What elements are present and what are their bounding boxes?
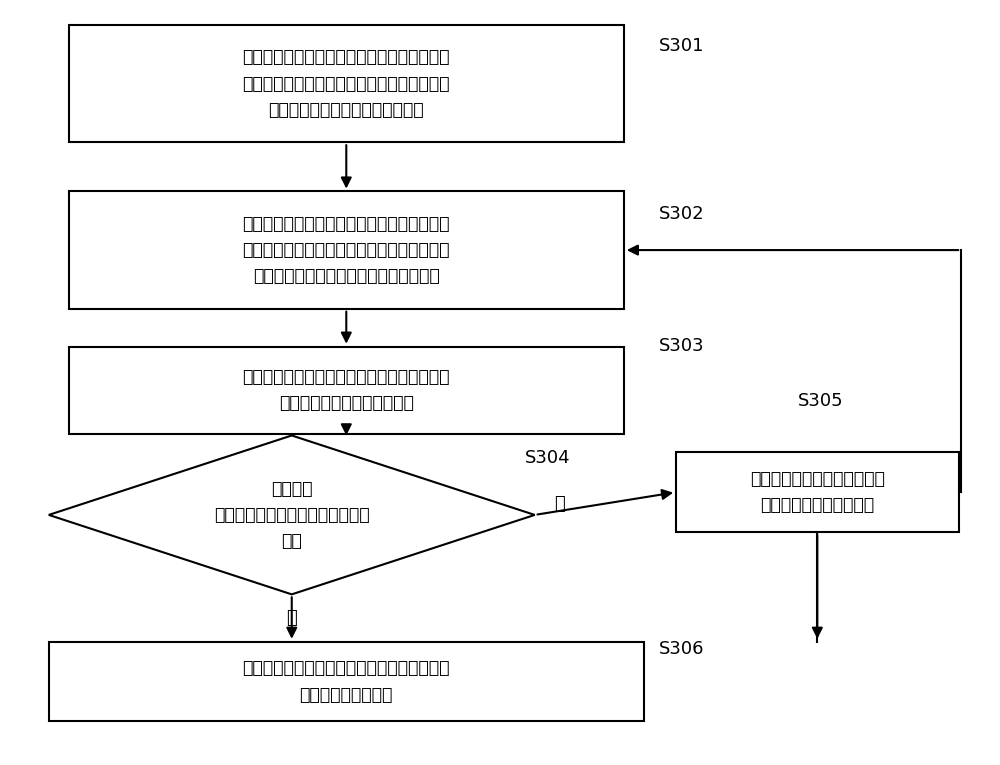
Text: 否: 否 <box>555 494 565 513</box>
Text: 将第四应用程序运行队列标记
为第三应用程序运行队列: 将第四应用程序运行队列标记 为第三应用程序运行队列 <box>750 470 885 514</box>
Text: S304: S304 <box>525 449 570 467</box>
FancyBboxPatch shape <box>69 191 624 309</box>
Text: S303: S303 <box>659 337 704 355</box>
Text: 根据比较
结果确定是否存在结束运行的应用
程序: 根据比较 结果确定是否存在结束运行的应用 程序 <box>214 480 370 550</box>
Text: S302: S302 <box>659 205 704 223</box>
Text: S301: S301 <box>659 37 704 55</box>
FancyBboxPatch shape <box>676 452 959 532</box>
Text: 是: 是 <box>286 610 297 627</box>
FancyBboxPatch shape <box>69 347 624 434</box>
Text: S306: S306 <box>659 640 704 658</box>
Text: 将当前时间设置为移动终端中结束运行的应用
程序的结束运行时间: 将当前时间设置为移动终端中结束运行的应用 程序的结束运行时间 <box>243 659 450 704</box>
FancyBboxPatch shape <box>69 25 624 142</box>
Text: 在第二检测周期到来时，读取移动终端中的应
用程序运行队列，并将读取到的应用程序运行
队列标记为第三应用程序运行队列: 在第二检测周期到来时，读取移动终端中的应 用程序运行队列，并将读取到的应用程序运… <box>243 48 450 119</box>
Polygon shape <box>49 435 535 594</box>
FancyBboxPatch shape <box>49 642 644 721</box>
Text: S305: S305 <box>798 392 843 410</box>
Text: 将第三应用程序运行队列与第四应用程序运行
队列进行比较，得到比较结果: 将第三应用程序运行队列与第四应用程序运行 队列进行比较，得到比较结果 <box>243 368 450 412</box>
Text: 在下一个第二检测周期到来时，读取移动终端
中的应用程序运行队列，并将读取到的应用程
序运行队列标记为第四应用程序运行队列: 在下一个第二检测周期到来时，读取移动终端 中的应用程序运行队列，并将读取到的应用… <box>243 215 450 285</box>
